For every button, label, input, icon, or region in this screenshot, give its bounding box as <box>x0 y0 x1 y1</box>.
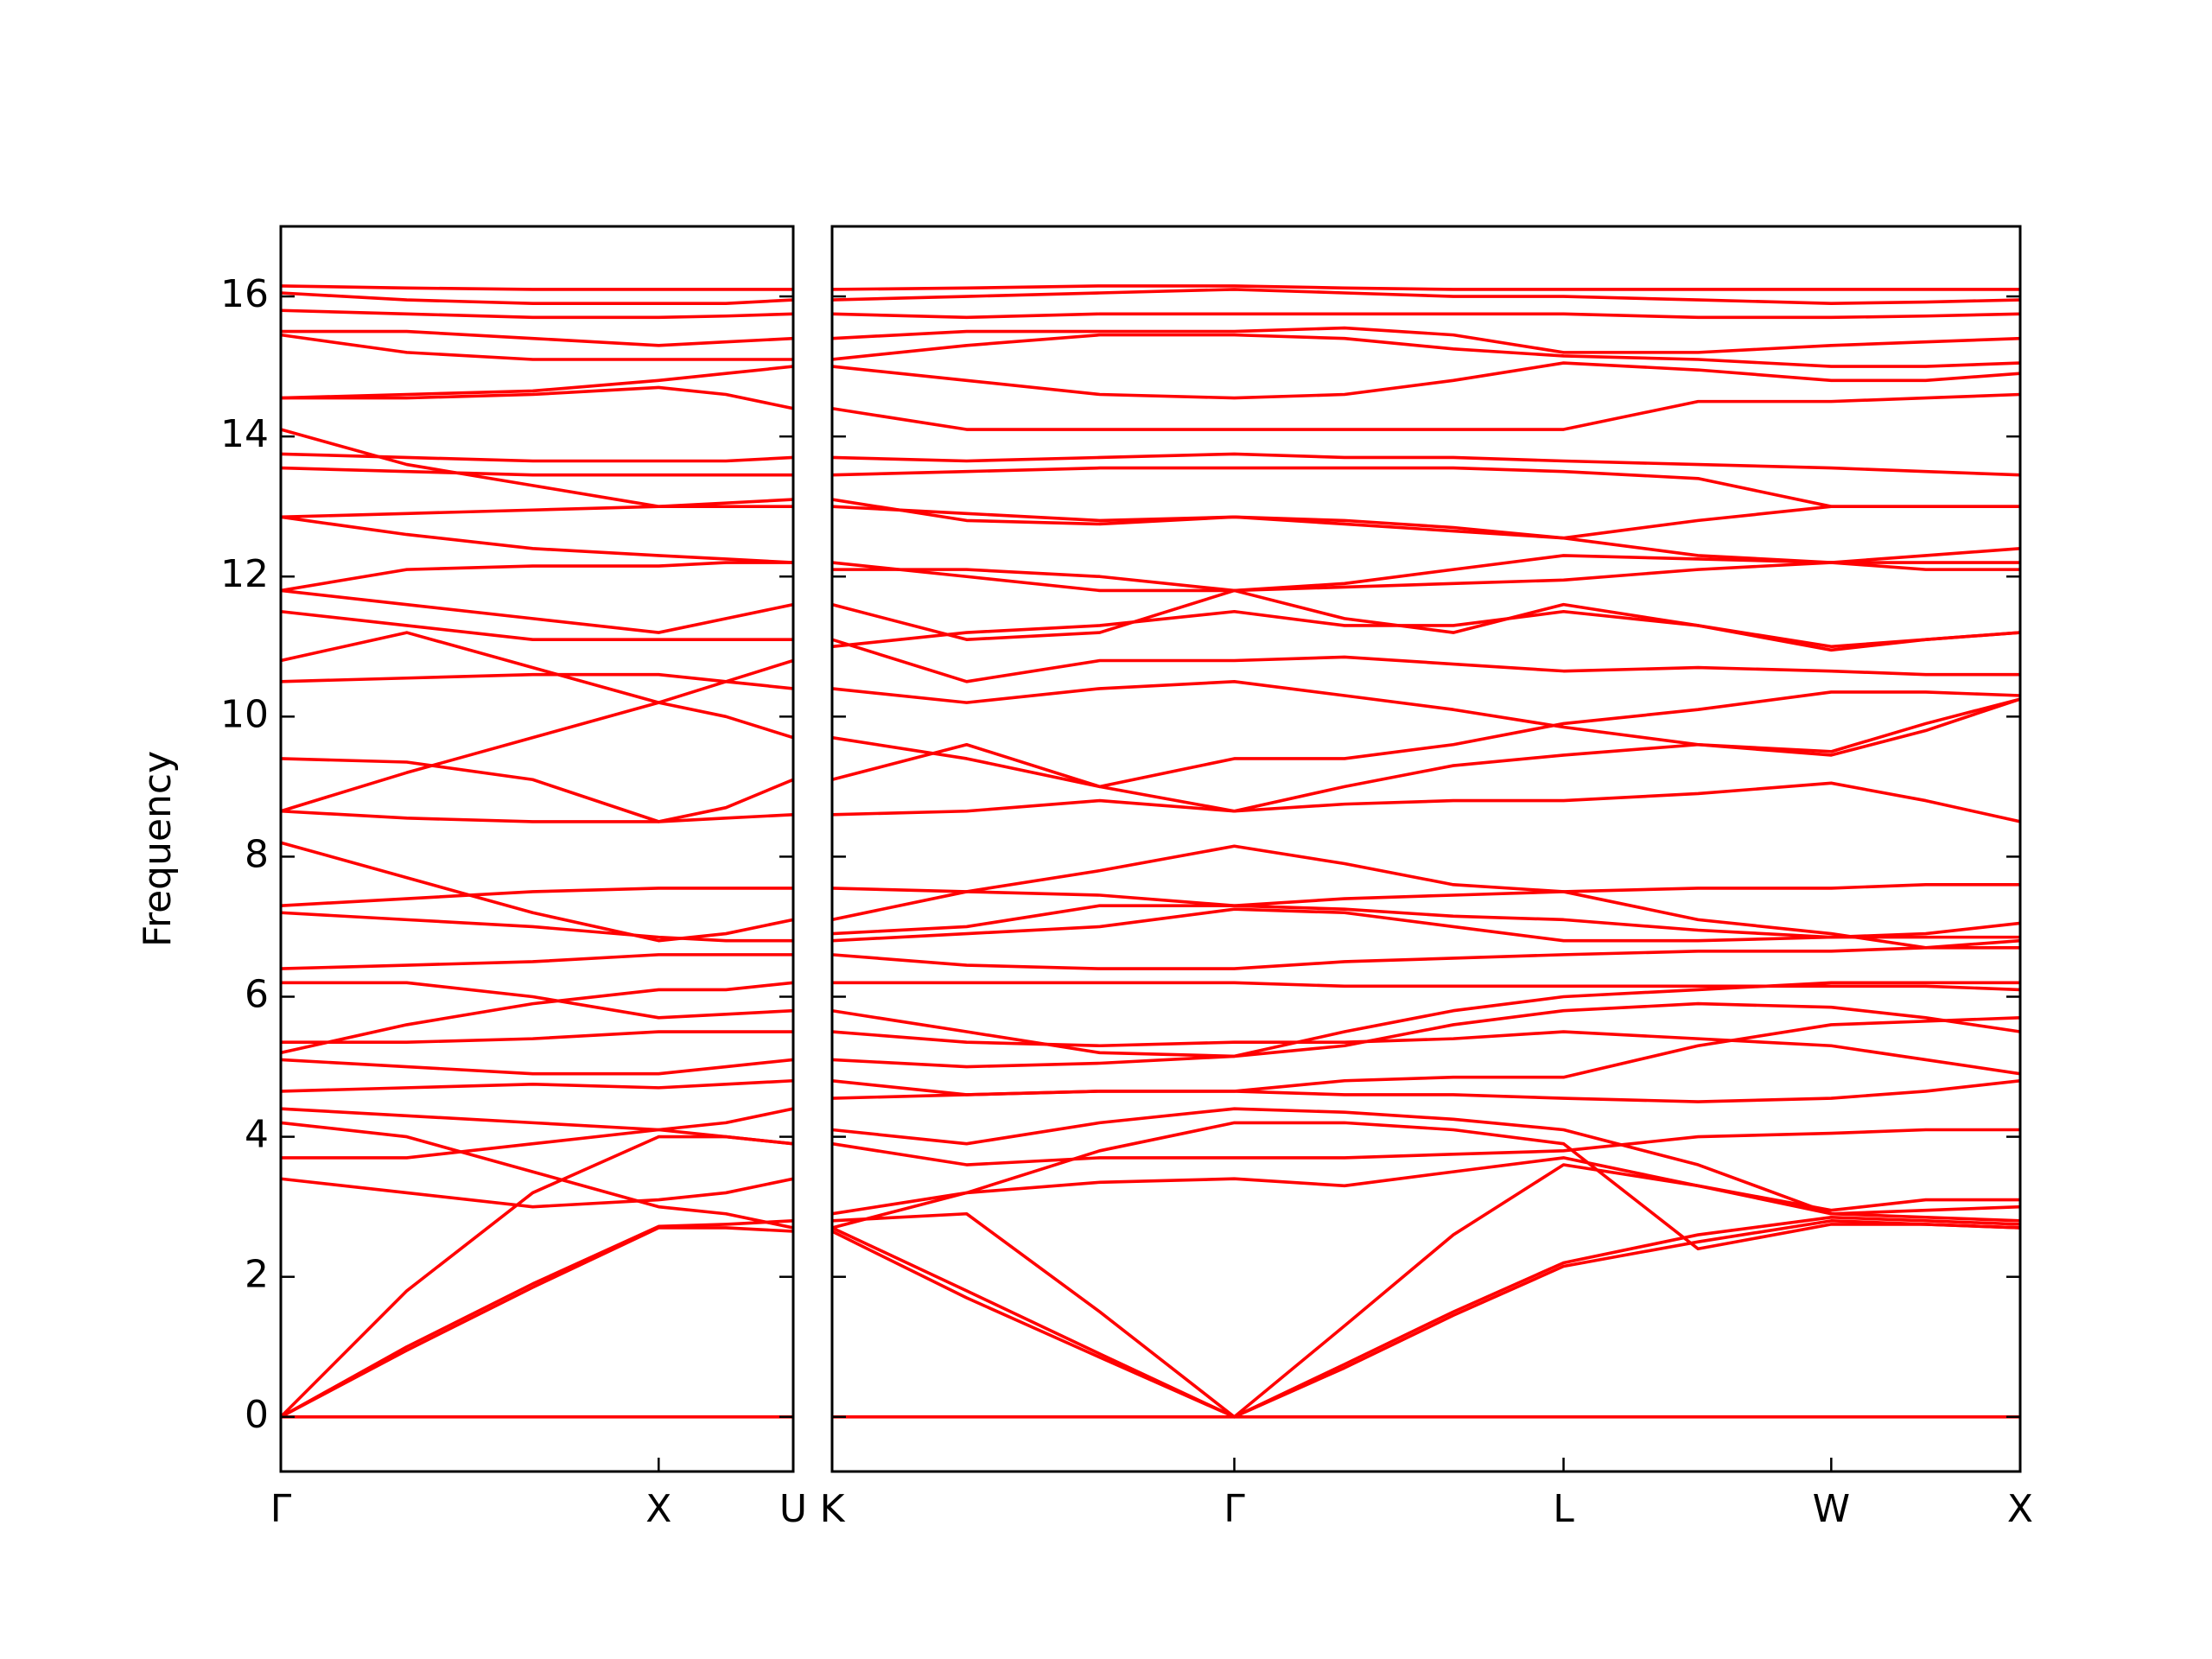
band-line <box>832 883 2020 907</box>
band-line <box>281 1107 793 1160</box>
y-tick-label: 0 <box>245 1393 269 1437</box>
band-line <box>832 690 2020 789</box>
band-line <box>281 631 793 740</box>
band-line <box>832 288 2020 305</box>
y-tick-label: 6 <box>245 973 269 1017</box>
band-line <box>832 326 2020 354</box>
band-line <box>281 333 793 361</box>
band-line <box>281 466 793 477</box>
y-tick-label: 12 <box>220 552 269 596</box>
band-line <box>832 844 2020 950</box>
y-tick-label: 16 <box>220 272 269 316</box>
y-tick-label: 8 <box>245 832 269 876</box>
band-line <box>281 658 793 813</box>
band-line <box>832 505 2020 564</box>
band-line <box>281 981 793 1055</box>
band-line <box>832 312 2020 320</box>
band-line <box>832 333 2020 368</box>
band-line <box>281 953 793 970</box>
band-line <box>281 981 793 1020</box>
axes-frame <box>279 225 795 1473</box>
band-line <box>832 938 2020 970</box>
band-line <box>832 561 2020 593</box>
band-line <box>281 284 793 291</box>
band-line <box>832 1001 2020 1069</box>
band-line <box>281 385 793 410</box>
band-line <box>281 1219 793 1419</box>
band-line <box>832 361 2020 400</box>
band-line <box>281 887 793 907</box>
x-tick-label: Γ <box>1224 1487 1245 1531</box>
band-line <box>832 466 2020 508</box>
band-line <box>832 392 2020 431</box>
y-tick-label: 2 <box>245 1253 269 1297</box>
band-line <box>281 329 793 347</box>
band-line <box>281 1030 793 1044</box>
band-line <box>832 1219 2020 1419</box>
y-axis-label: Frequency <box>136 751 180 947</box>
band-line <box>832 1128 2020 1166</box>
x-tick-label: Γ <box>270 1487 292 1531</box>
y-tick-label: 10 <box>220 692 269 736</box>
band-line <box>281 1226 793 1419</box>
band-line <box>281 452 793 463</box>
band-line <box>832 284 2020 291</box>
band-line <box>281 911 793 943</box>
band-line <box>281 1058 793 1076</box>
band-line <box>832 547 2020 593</box>
band-line <box>281 588 793 634</box>
band-line <box>281 365 793 400</box>
band-line <box>281 672 793 690</box>
band-line <box>832 1121 2020 1251</box>
band-line <box>281 1177 793 1209</box>
band-line <box>832 1078 2020 1103</box>
x-tick-label: X <box>645 1487 671 1531</box>
band-line <box>832 1016 2020 1096</box>
plot-area <box>832 284 2020 1419</box>
band-line <box>281 841 793 943</box>
band-line <box>832 697 2020 813</box>
band-line <box>281 515 793 564</box>
band-line <box>832 638 2020 683</box>
y-tick-label: 4 <box>245 1113 269 1157</box>
band-line <box>281 757 793 823</box>
band-line <box>281 1078 793 1093</box>
x-tick-label: X <box>2007 1487 2033 1531</box>
band-line <box>281 809 793 823</box>
axes-frame <box>830 225 2022 1473</box>
band-line <box>832 1107 2020 1223</box>
band-line <box>832 679 2020 757</box>
band-line <box>832 904 2020 939</box>
band-line <box>281 609 793 641</box>
x-tick-label: W <box>1813 1487 1851 1531</box>
x-tick-label: K <box>820 1487 846 1531</box>
y-tick-label: 14 <box>220 412 269 456</box>
band-line <box>832 981 2020 992</box>
band-line <box>281 308 793 320</box>
band-line <box>281 561 793 593</box>
band-line <box>832 588 2020 652</box>
band-line <box>832 981 2020 1058</box>
band-line <box>281 1121 793 1230</box>
band-line <box>832 1156 2020 1216</box>
band-line <box>281 428 793 508</box>
x-tick-label: L <box>1553 1487 1574 1531</box>
band-line <box>832 781 2020 823</box>
band-line <box>832 1211 2020 1419</box>
band-line <box>832 1163 2020 1419</box>
x-tick-label: U <box>779 1487 807 1531</box>
band-line <box>281 291 793 305</box>
band-line <box>832 609 2020 649</box>
band-line <box>832 452 2020 477</box>
plot-area <box>281 284 793 1419</box>
band-line <box>281 498 793 519</box>
band-line <box>281 1107 793 1146</box>
